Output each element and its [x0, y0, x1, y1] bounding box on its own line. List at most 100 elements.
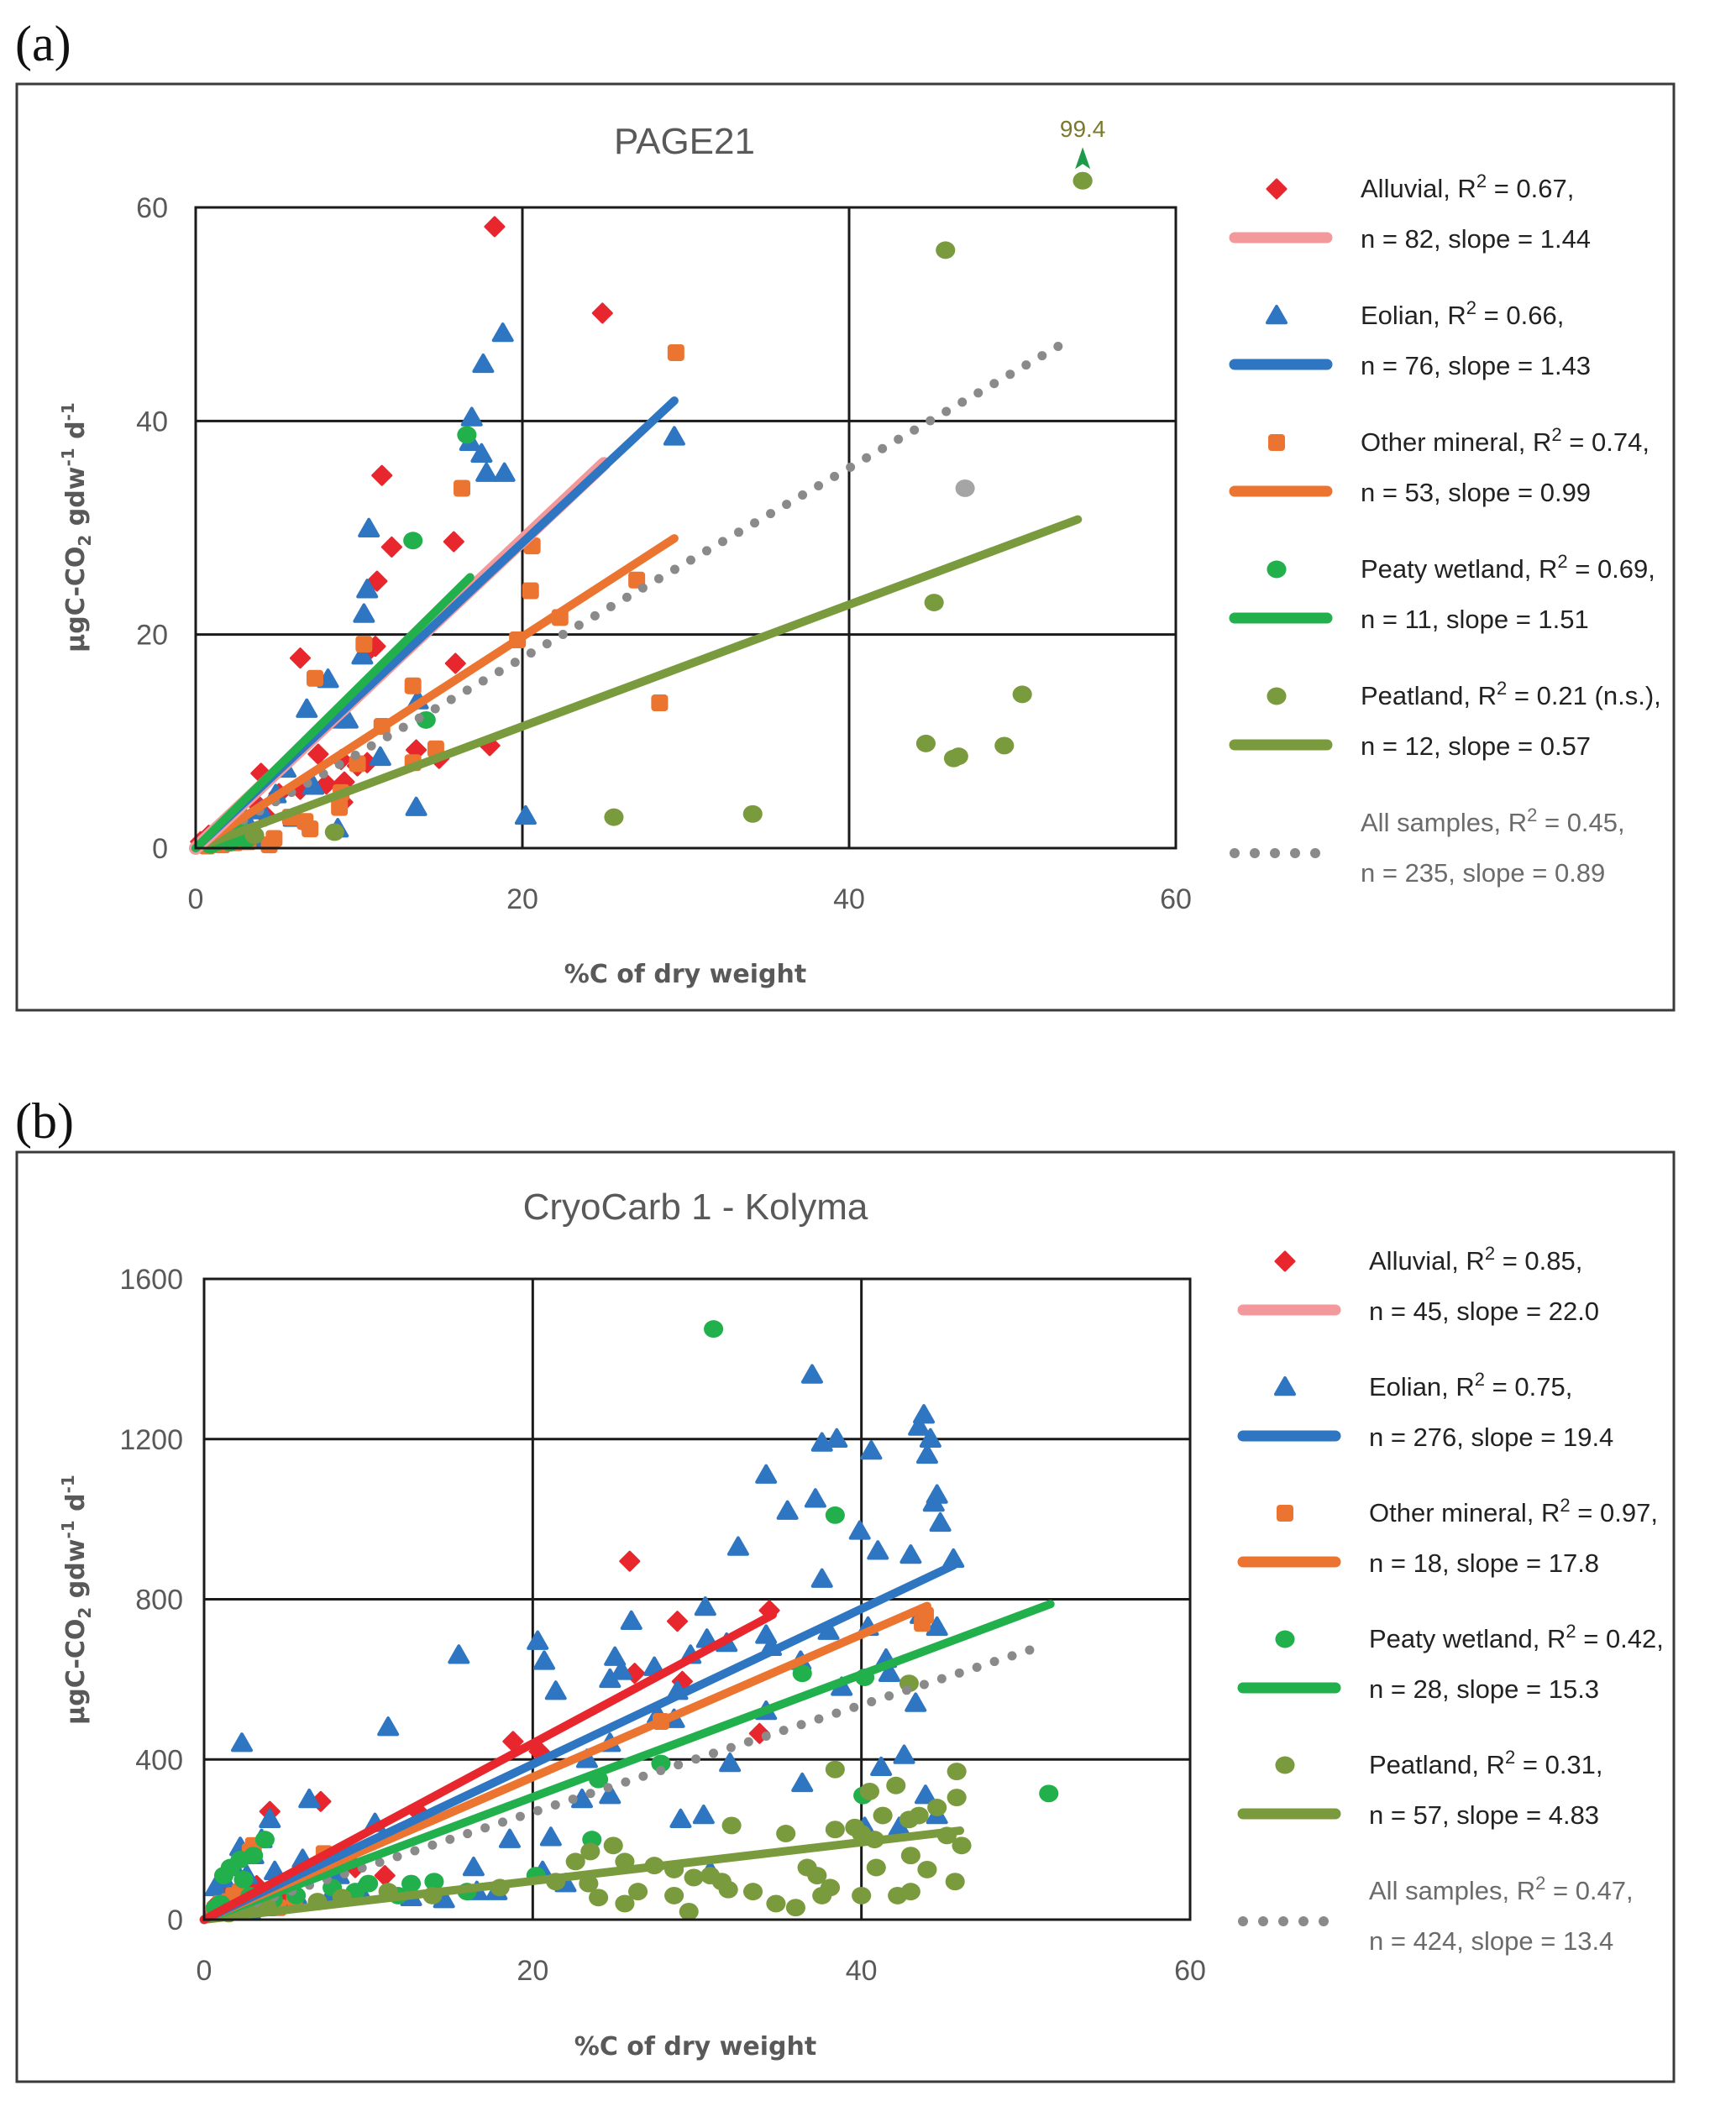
point-peatland [766, 1894, 786, 1913]
point-peatland [866, 1858, 886, 1877]
point-eolian [317, 668, 339, 689]
point-peatland-offscale [1073, 171, 1093, 190]
point-eolian [356, 579, 379, 599]
point-eolian [353, 603, 375, 623]
point-peaty_wetland [651, 1754, 671, 1773]
point-peatland [852, 1886, 872, 1905]
point-eolian [800, 1364, 823, 1384]
legend-entry-all: All samples, R2 = 0.47, n = 424, slope = … [1238, 1873, 1634, 1956]
point-eolian [460, 406, 483, 427]
point-alluvial [444, 652, 466, 674]
point-peatland [721, 1816, 742, 1835]
point-eolian [231, 1732, 254, 1753]
point-eolian [599, 1668, 621, 1689]
y-tick-label: 0 [152, 833, 168, 865]
point-peatland [579, 1874, 599, 1893]
point-eolian [351, 645, 374, 665]
point-eolian [905, 1692, 927, 1712]
point-eolian [493, 462, 516, 482]
legend-label-peaty_wetland: Peaty wetland, R2 = 0.42, [1369, 1621, 1664, 1653]
point-alluvial [591, 302, 613, 324]
point-eolian [663, 426, 685, 446]
point-eolian [915, 1443, 938, 1464]
legend-entry-all: All samples, R2 = 0.45, n = 235, slope = … [1230, 804, 1625, 888]
point-other_mineral [651, 694, 669, 712]
point-peatland [825, 1760, 845, 1779]
point-other_mineral [454, 479, 471, 497]
legend-marker-peatland [1267, 687, 1287, 705]
fit-line-all-samples [199, 1643, 1039, 1925]
legend-stats-other_mineral: n = 53, slope = 0.99 [1361, 478, 1591, 507]
point-alluvial [374, 1865, 396, 1887]
point-peatland [859, 1782, 879, 1800]
legend-marker-peaty_wetland [1267, 560, 1287, 579]
fit-line-peaty_wetland [200, 1600, 1055, 1924]
point-eolian [692, 1805, 715, 1825]
chart-b-xlabel: %C of dry weight [574, 2032, 816, 2062]
fit-lines [199, 1561, 1055, 1925]
chart-a-xlabel: %C of dry weight [564, 960, 806, 989]
legend-stats-alluvial: n = 45, slope = 22.0 [1369, 1297, 1599, 1326]
point-alluvial [619, 1550, 641, 1572]
point-peatland [899, 1810, 919, 1829]
point-eolian [755, 1464, 778, 1484]
point-eolian [848, 1520, 871, 1540]
legend-label-alluvial: Alluvial, R2 = 0.85, [1369, 1243, 1582, 1276]
point-peatland [927, 1799, 947, 1816]
point-peatland [589, 1889, 609, 1907]
y-tick-label: 1200 [119, 1424, 183, 1456]
point-peaty_wetland [825, 1506, 845, 1524]
point-peatland [664, 1886, 684, 1905]
legend-label-peaty_wetland: Peaty wetland, R2 = 0.69, [1361, 551, 1655, 584]
point-peaty_wetland [254, 1831, 275, 1849]
x-tick-label: 0 [188, 883, 204, 915]
legend-stats-alluvial: n = 82, slope = 1.44 [1361, 224, 1591, 254]
legend-label-eolian: Eolian, R2 = 0.66, [1361, 297, 1564, 330]
panel-label-b: (b) [15, 1093, 74, 1149]
legend-label-peatland: Peatland, R2 = 0.21 (n.s.), [1361, 678, 1661, 710]
point-eolian [791, 1772, 814, 1793]
legend-entry-other_mineral: Other mineral, R2 = 0.74, n = 53, slope =… [1229, 424, 1649, 507]
point-eolian [860, 1440, 883, 1460]
point-eolian [377, 1716, 400, 1737]
legend-marker-peaty_wetland [1275, 1630, 1295, 1648]
legend-stats-other_mineral: n = 18, slope = 17.8 [1369, 1548, 1599, 1578]
offscale-annotation: 99.4 [1060, 116, 1106, 142]
y-tick-label: 0 [167, 1905, 183, 1936]
point-eolian [604, 1646, 627, 1666]
point-eolian [296, 698, 318, 718]
point-other_mineral [404, 677, 422, 694]
point-eolian [514, 804, 537, 825]
legend-b: Alluvial, R2 = 0.85, n = 45, slope = 22.0… [1237, 1243, 1664, 1956]
fit-line-eolian [200, 1561, 958, 1924]
point-peatland [742, 804, 763, 823]
scatter-points [201, 1320, 1059, 1923]
point-other_mineral [349, 755, 366, 773]
point-peatland [565, 1852, 585, 1871]
chart-a-ylabel: µgC-CO2 gdw-1 d-1 [58, 402, 95, 652]
point-peatland [807, 1867, 827, 1884]
panel-b-frame [15, 1150, 1676, 2083]
point-peaty_wetland [403, 532, 423, 550]
point-eolian [694, 1596, 716, 1616]
point-peatland [948, 747, 968, 766]
legend-marker-other_mineral [1277, 1505, 1293, 1522]
point-peatland [718, 1880, 738, 1899]
point-eolian [726, 1536, 749, 1556]
point-peatland [785, 1899, 805, 1917]
point-peatland [994, 736, 1015, 755]
point-eolian [539, 1826, 562, 1847]
point-eolian [369, 746, 391, 767]
point-peatland [947, 1789, 967, 1807]
point-other_mineral [355, 636, 373, 653]
legend-entry-peaty_wetland: Peaty wetland, R2 = 0.42, n = 28, slope =… [1237, 1621, 1664, 1704]
point-peatland [917, 1860, 937, 1878]
legend-entry-eolian: Eolian, R2 = 0.75, n = 276, slope = 19.4 [1237, 1369, 1613, 1452]
point-eolian [922, 1492, 945, 1512]
legend-entry-alluvial: Alluvial, R2 = 0.67, n = 82, slope = 1.44 [1229, 170, 1591, 254]
legend-stats-all: n = 424, slope = 13.4 [1369, 1926, 1613, 1956]
panel-a-frame [15, 82, 1676, 1012]
legend-stats-peaty_wetland: n = 11, slope = 1.51 [1361, 605, 1589, 634]
point-peatland [936, 241, 956, 259]
point-eolian [669, 1808, 692, 1829]
